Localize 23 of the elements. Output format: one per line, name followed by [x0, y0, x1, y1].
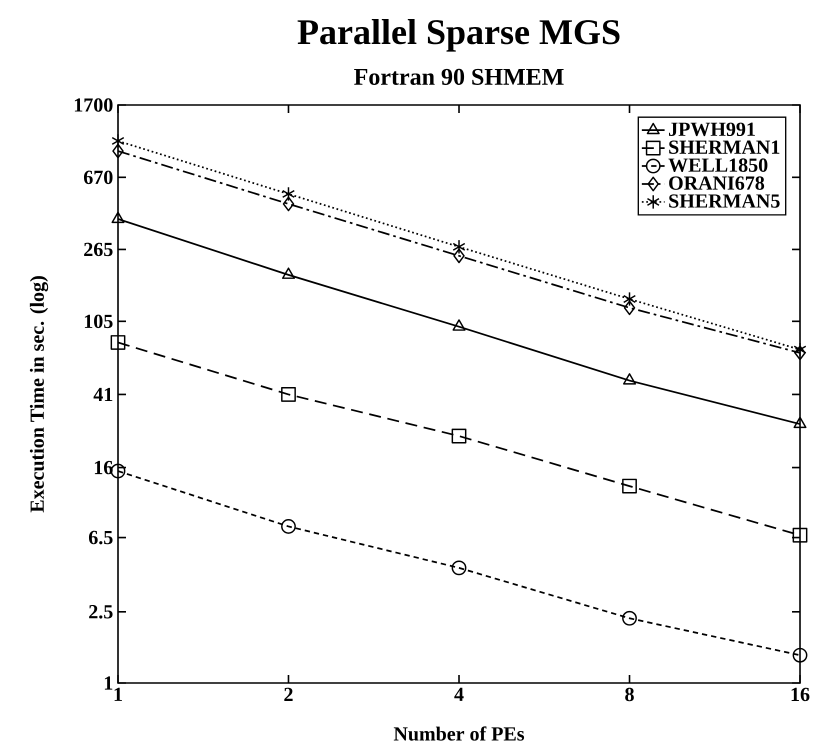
legend-label: SHERMAN5 [669, 194, 780, 208]
x-tick-label: 4 [454, 688, 464, 701]
x-tick-label: 1 [114, 688, 122, 701]
y-tick-label: 670 [84, 170, 113, 184]
y-tick-label: 1700 [74, 98, 113, 112]
legend-label: WELL1850 [668, 158, 768, 172]
y-tick-label: 265 [84, 242, 113, 256]
y-tick-label: 105 [84, 314, 113, 328]
x-tick-label: 16 [792, 688, 810, 702]
y-tick-label: 1 [104, 676, 112, 690]
y-tick-label: 16 [94, 460, 113, 474]
legend-label: SHERMAN1 [669, 140, 780, 154]
x-axis-title: Number of PEs [394, 726, 524, 741]
chart-subtitle: Fortran 90 SHMEM [354, 68, 564, 85]
chart-title: Parallel Sparse MGS [298, 18, 620, 52]
legend-label: ORANI678 [669, 176, 764, 190]
y-tick-label: 2.5 [89, 605, 113, 619]
x-tick-label: 8 [625, 688, 634, 702]
y-tick-label: 6.5 [88, 530, 113, 544]
y-tick-label: 41 [94, 388, 112, 402]
x-tick-label: 2 [284, 688, 293, 701]
y-axis-title: Execution Time in sec. (log) [30, 276, 48, 512]
legend-label: JPWH991 [669, 122, 755, 136]
